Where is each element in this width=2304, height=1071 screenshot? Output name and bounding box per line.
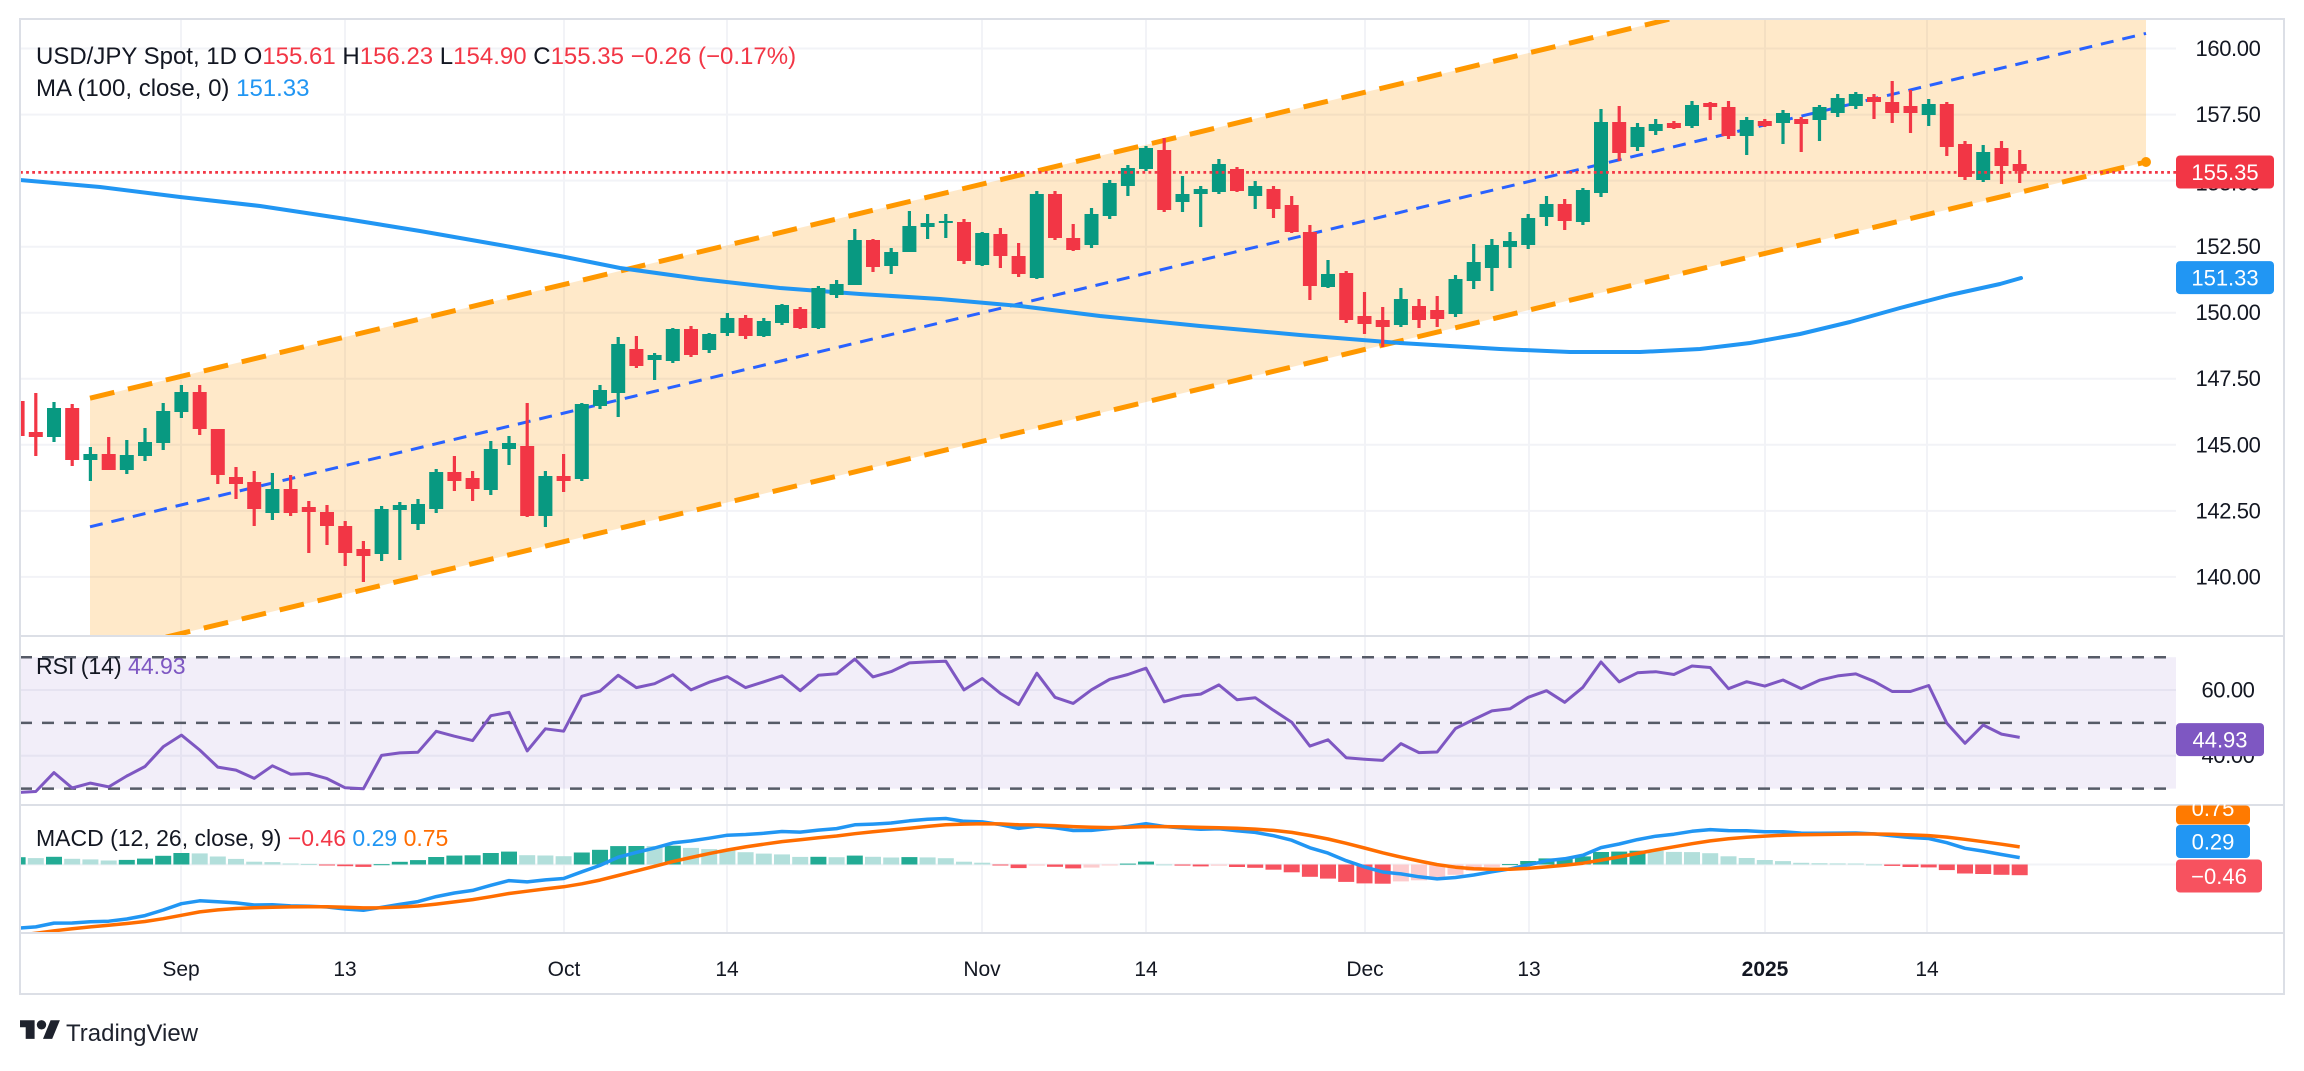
svg-text:RSI (14) 44.93: RSI (14) 44.93 (36, 653, 186, 679)
svg-text:MA (100, close, 0) 151.33: MA (100, close, 0) 151.33 (36, 75, 310, 102)
svg-text:155.35: 155.35 (2191, 160, 2258, 185)
svg-text:MACD (12, 26, close, 9) −0.46: MACD (12, 26, close, 9) −0.46 0.29 0.75 (36, 825, 448, 851)
svg-text:44.93: 44.93 (2192, 728, 2247, 753)
svg-text:147.50: 147.50 (2196, 366, 2261, 391)
svg-text:2025: 2025 (1742, 958, 1789, 981)
svg-text:Sep: Sep (162, 958, 199, 981)
svg-text:14: 14 (1915, 958, 1939, 981)
svg-text:160.00: 160.00 (2196, 36, 2261, 61)
svg-text:Oct: Oct (548, 958, 581, 981)
svg-text:145.00: 145.00 (2196, 432, 2261, 457)
svg-text:140.00: 140.00 (2196, 564, 2261, 589)
svg-text:0.29: 0.29 (2192, 830, 2235, 855)
svg-text:−0.46: −0.46 (2191, 864, 2247, 889)
svg-text:13: 13 (333, 958, 356, 981)
svg-text:13: 13 (1517, 958, 1540, 981)
svg-text:14: 14 (1134, 958, 1158, 981)
svg-text:Dec: Dec (1346, 958, 1383, 981)
svg-text:Nov: Nov (963, 958, 1001, 981)
svg-text:14: 14 (715, 958, 739, 981)
svg-text:157.50: 157.50 (2196, 102, 2261, 127)
svg-text:USD/JPY Spot, 1D O155.61 H156.: USD/JPY Spot, 1D O155.61 H156.23 L154.90… (36, 43, 796, 70)
svg-text:60.00: 60.00 (2201, 678, 2254, 703)
svg-text:142.50: 142.50 (2196, 498, 2261, 523)
svg-text:152.50: 152.50 (2196, 234, 2261, 259)
svg-text:0.75: 0.75 (2192, 796, 2235, 821)
svg-text:151.33: 151.33 (2191, 266, 2258, 291)
svg-text:150.00: 150.00 (2196, 300, 2261, 325)
svg-text:TradingView: TradingView (66, 1020, 199, 1047)
